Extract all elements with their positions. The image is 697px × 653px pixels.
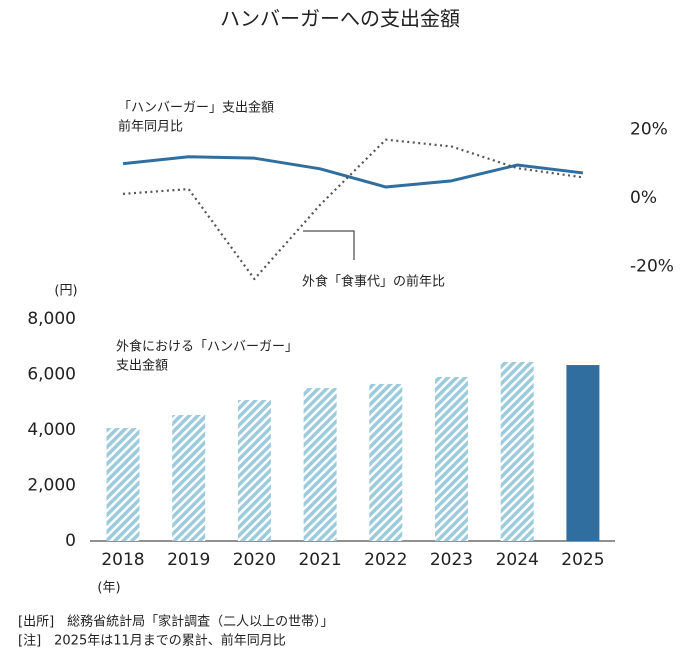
bar	[566, 365, 600, 541]
chart-title: ハンバーガーへの支出金額	[220, 7, 460, 31]
series-label: 外食における「ハンバーガー」	[116, 339, 298, 355]
y-tick-label: 2,000	[27, 476, 76, 496]
x-tick-label: 2021	[298, 550, 341, 570]
bar	[172, 415, 206, 541]
bar	[369, 383, 403, 541]
y-tick-label: 20%	[630, 119, 668, 139]
y-tick-label: 0	[65, 531, 76, 551]
bar	[435, 376, 468, 541]
bar	[500, 362, 534, 541]
callout-line	[303, 230, 355, 260]
series-label: 外食「食事代」の前年比	[302, 274, 445, 290]
bar	[303, 388, 337, 541]
line-series	[122, 155, 584, 189]
x-tick-label: 2020	[233, 550, 276, 570]
y-axis-label: (円)	[54, 284, 77, 299]
x-tick-label: 2023	[430, 550, 473, 570]
y-tick-label: 0%	[630, 188, 657, 208]
y-tick-label: 8,000	[27, 309, 76, 329]
x-tick-label: 2024	[496, 550, 539, 570]
series-label: 前年同月比	[118, 119, 183, 135]
bar	[237, 400, 271, 541]
x-tick-label: 2018	[101, 550, 144, 570]
x-tick-label: 2025	[561, 550, 604, 570]
series-label: 支出金額	[116, 358, 168, 374]
y-tick-label: 6,000	[27, 365, 76, 385]
bar	[106, 428, 140, 541]
y-tick-label: 4,000	[27, 420, 76, 440]
source-note: [出所] 総務省統計局「家計調査（二人以上の世帯）」	[18, 614, 334, 630]
x-axis-label: (年)	[97, 581, 120, 596]
x-tick-label: 2022	[364, 550, 407, 570]
x-tick-label: 2019	[167, 550, 210, 570]
note: [注] 2025年は11月までの累計、前年同月比	[18, 633, 286, 649]
line-series	[122, 138, 584, 281]
series-label: 「ハンバーガー」支出金額	[118, 100, 274, 116]
y-tick-label: -20%	[630, 257, 674, 277]
